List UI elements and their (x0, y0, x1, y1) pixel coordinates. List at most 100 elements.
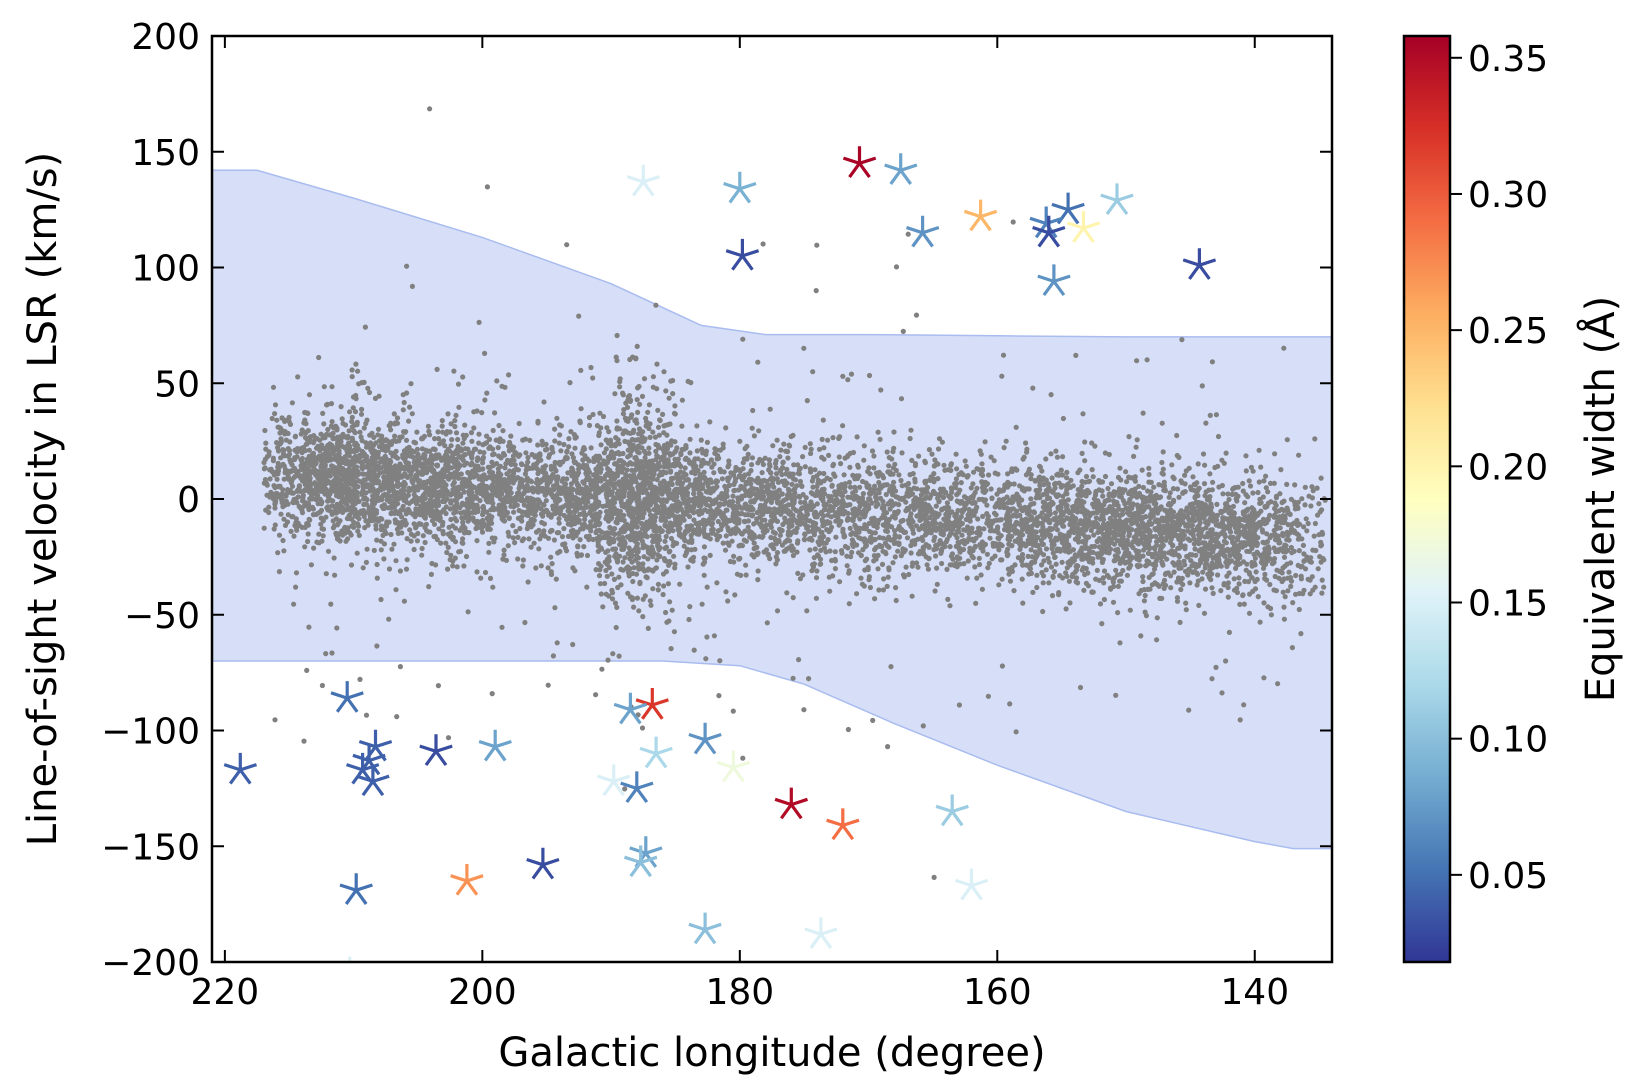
source-point (473, 525, 479, 532)
source-point (588, 528, 594, 534)
source-point (742, 528, 748, 534)
source-point (332, 572, 338, 578)
source-point (625, 569, 632, 576)
source-point (1073, 579, 1079, 585)
source-point (869, 448, 876, 454)
source-point (1168, 540, 1174, 546)
source-point (408, 381, 414, 387)
source-point (549, 444, 555, 450)
source-point (783, 496, 790, 502)
source-point (1049, 593, 1056, 599)
source-point (836, 454, 842, 460)
source-point (1284, 481, 1290, 487)
source-point (777, 532, 784, 538)
source-point (561, 512, 567, 519)
source-point (995, 471, 1001, 477)
source-point (383, 522, 389, 528)
source-point (798, 499, 804, 505)
source-point (1185, 572, 1191, 578)
source-point (451, 368, 457, 374)
source-point (1318, 475, 1324, 481)
source-point (985, 693, 992, 699)
source-point (1096, 544, 1102, 550)
source-point (517, 525, 523, 532)
source-point (731, 559, 737, 565)
source-point (614, 332, 620, 339)
source-point (388, 427, 394, 433)
source-point (352, 409, 359, 415)
source-point (1107, 585, 1114, 591)
source-point (578, 505, 584, 511)
source-point (656, 533, 662, 539)
source-point (586, 422, 593, 428)
source-point (407, 472, 414, 478)
source-point (1067, 600, 1073, 606)
source-point (1010, 219, 1016, 225)
source-point (939, 439, 946, 445)
source-point (812, 467, 818, 473)
source-point (674, 445, 680, 451)
source-point (720, 540, 726, 546)
source-point (464, 529, 470, 536)
source-point (470, 515, 476, 521)
source-point (363, 420, 369, 427)
source-point (731, 553, 737, 559)
source-point (988, 454, 994, 460)
source-point (622, 786, 628, 792)
source-point (1267, 581, 1273, 588)
source-point (900, 328, 906, 334)
source-point (510, 535, 516, 541)
source-point (1086, 534, 1092, 540)
source-point (755, 577, 761, 583)
source-point (677, 581, 683, 587)
source-point (1223, 658, 1229, 664)
source-scatter-points (261, 106, 1328, 881)
source-point (671, 553, 677, 559)
source-point (932, 588, 938, 594)
source-point (687, 482, 693, 488)
source-point (476, 319, 482, 325)
source-point (827, 548, 833, 554)
source-point (1209, 359, 1215, 365)
source-point (1083, 493, 1089, 499)
source-point (872, 596, 878, 602)
source-point (1201, 610, 1208, 616)
source-point (1070, 483, 1076, 489)
source-point (411, 521, 417, 527)
source-point (1261, 478, 1267, 484)
source-point (443, 540, 449, 546)
source-point (642, 455, 648, 461)
source-point (611, 484, 617, 490)
source-point (633, 553, 640, 559)
source-point (896, 472, 902, 478)
source-point (846, 479, 853, 485)
source-point (1045, 555, 1051, 561)
source-point (1202, 540, 1208, 546)
source-point (840, 373, 846, 379)
source-point (1224, 573, 1230, 579)
source-point (802, 464, 808, 470)
source-point (513, 528, 519, 535)
source-point (909, 563, 915, 569)
source-point (1220, 491, 1226, 497)
source-point (1050, 550, 1056, 556)
source-point (722, 547, 729, 553)
source-point (1314, 485, 1320, 491)
source-point (1213, 664, 1219, 671)
source-point (1215, 572, 1221, 578)
source-point (838, 461, 844, 467)
source-point (375, 426, 382, 432)
source-point (266, 509, 272, 516)
source-point (373, 526, 379, 532)
source-point (306, 392, 313, 398)
source-point (1073, 352, 1079, 358)
source-point (708, 457, 715, 463)
source-point (1089, 589, 1095, 595)
source-point (1246, 478, 1252, 484)
source-point (1096, 577, 1102, 584)
source-point (663, 533, 669, 540)
source-point (926, 556, 932, 562)
source-point (970, 481, 976, 487)
source-point (439, 423, 445, 429)
source-point (407, 404, 413, 410)
